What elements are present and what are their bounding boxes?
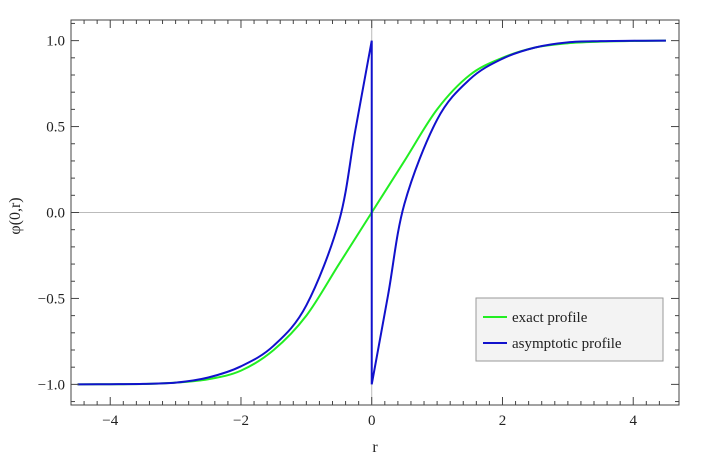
x-axis-title: r	[372, 439, 378, 456]
legend-label-exact: exact profile	[512, 310, 588, 326]
x-tick-label: −2	[233, 413, 249, 429]
legend-box	[475, 297, 664, 362]
x-tick-label: −4	[102, 413, 118, 429]
y-tick-label: 1.0	[46, 34, 65, 50]
y-tick-label: 0.0	[46, 206, 65, 222]
legend: exact profile asymptotic profile	[475, 297, 664, 362]
y-tick-label: 0.5	[46, 120, 65, 136]
legend-label-asymptotic: asymptotic profile	[512, 336, 622, 352]
series-layer	[77, 39, 666, 386]
series-line-asymptotic	[77, 39, 666, 386]
ticks-layer: −4 −2 0 2 4 −1.0 −0.5 0.0 0.5 1.0	[38, 20, 679, 429]
y-axis-title: φ(0,r)	[7, 197, 24, 234]
x-tick-label: 0	[368, 413, 376, 429]
x-tick-label: 2	[499, 413, 507, 429]
x-tick-label: 4	[629, 413, 637, 429]
y-tick-label: −0.5	[38, 291, 65, 307]
y-tick-label: −1.0	[38, 377, 65, 393]
